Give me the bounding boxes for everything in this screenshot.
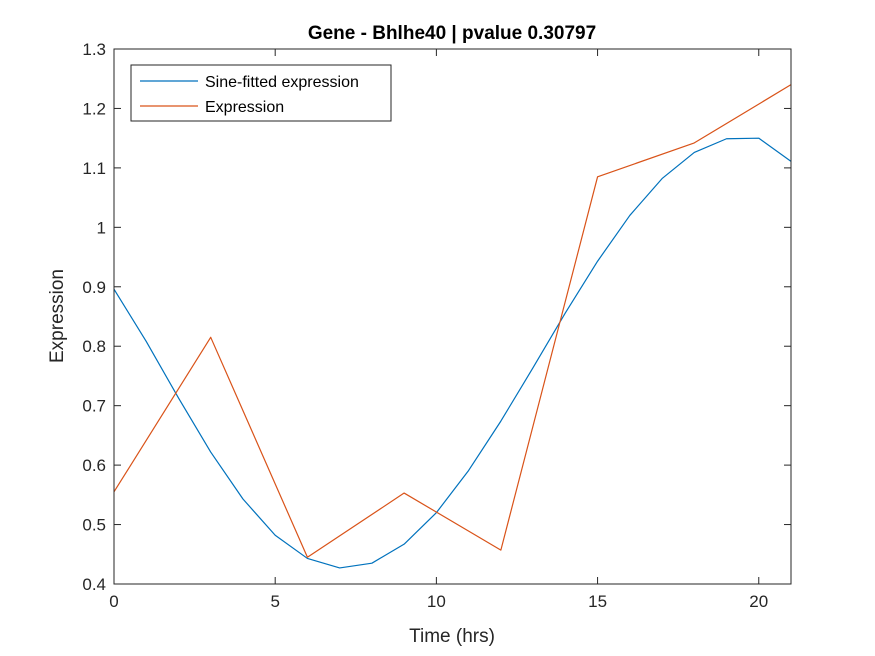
axes-background — [114, 49, 791, 584]
x-tick-label: 15 — [588, 592, 607, 611]
y-tick-label: 1.1 — [82, 159, 106, 178]
x-tick-label: 10 — [427, 592, 446, 611]
legend: Sine-fitted expression Expression — [130, 64, 392, 122]
y-tick-label: 0.6 — [82, 456, 106, 475]
axes-box — [113, 48, 792, 585]
series-line-1 — [113, 84, 792, 558]
y-tick-label: 0.9 — [82, 278, 106, 297]
x-tick-label: 5 — [270, 592, 279, 611]
y-tick-label: 0.4 — [82, 575, 106, 594]
series-layer — [113, 84, 792, 569]
y-tick-label: 0.8 — [82, 337, 106, 356]
y-tick-label: 0.5 — [82, 516, 106, 535]
plot-area: 0 5 10 15 20 0.4 0.5 0.6 0.7 0.8 0.9 1 1.1 1.2 1.3 — [82, 40, 792, 611]
y-tick-label: 1.2 — [82, 99, 106, 118]
y-tick-label: 1.3 — [82, 40, 106, 59]
x-axis-label: Time (hrs) — [409, 626, 495, 647]
legend-box — [130, 64, 392, 122]
legend-label-expression: Expression — [205, 99, 284, 116]
series-line-0 — [113, 137, 792, 569]
x-axis-ticks: 0 5 10 15 20 — [109, 49, 768, 611]
chart-title: Gene - Bhlhe40 | pvalue 0.30797 — [308, 23, 596, 44]
y-axis-label: Expression — [47, 269, 68, 363]
y-tick-label: 1 — [97, 218, 106, 237]
legend-label-sine-fitted: Sine-fitted expression — [205, 74, 359, 91]
y-tick-label: 0.7 — [82, 397, 106, 416]
x-tick-label: 20 — [749, 592, 768, 611]
y-axis-ticks: 0.4 0.5 0.6 0.7 0.8 0.9 1 1.1 1.2 1.3 — [82, 40, 791, 594]
x-tick-label: 0 — [109, 592, 118, 611]
